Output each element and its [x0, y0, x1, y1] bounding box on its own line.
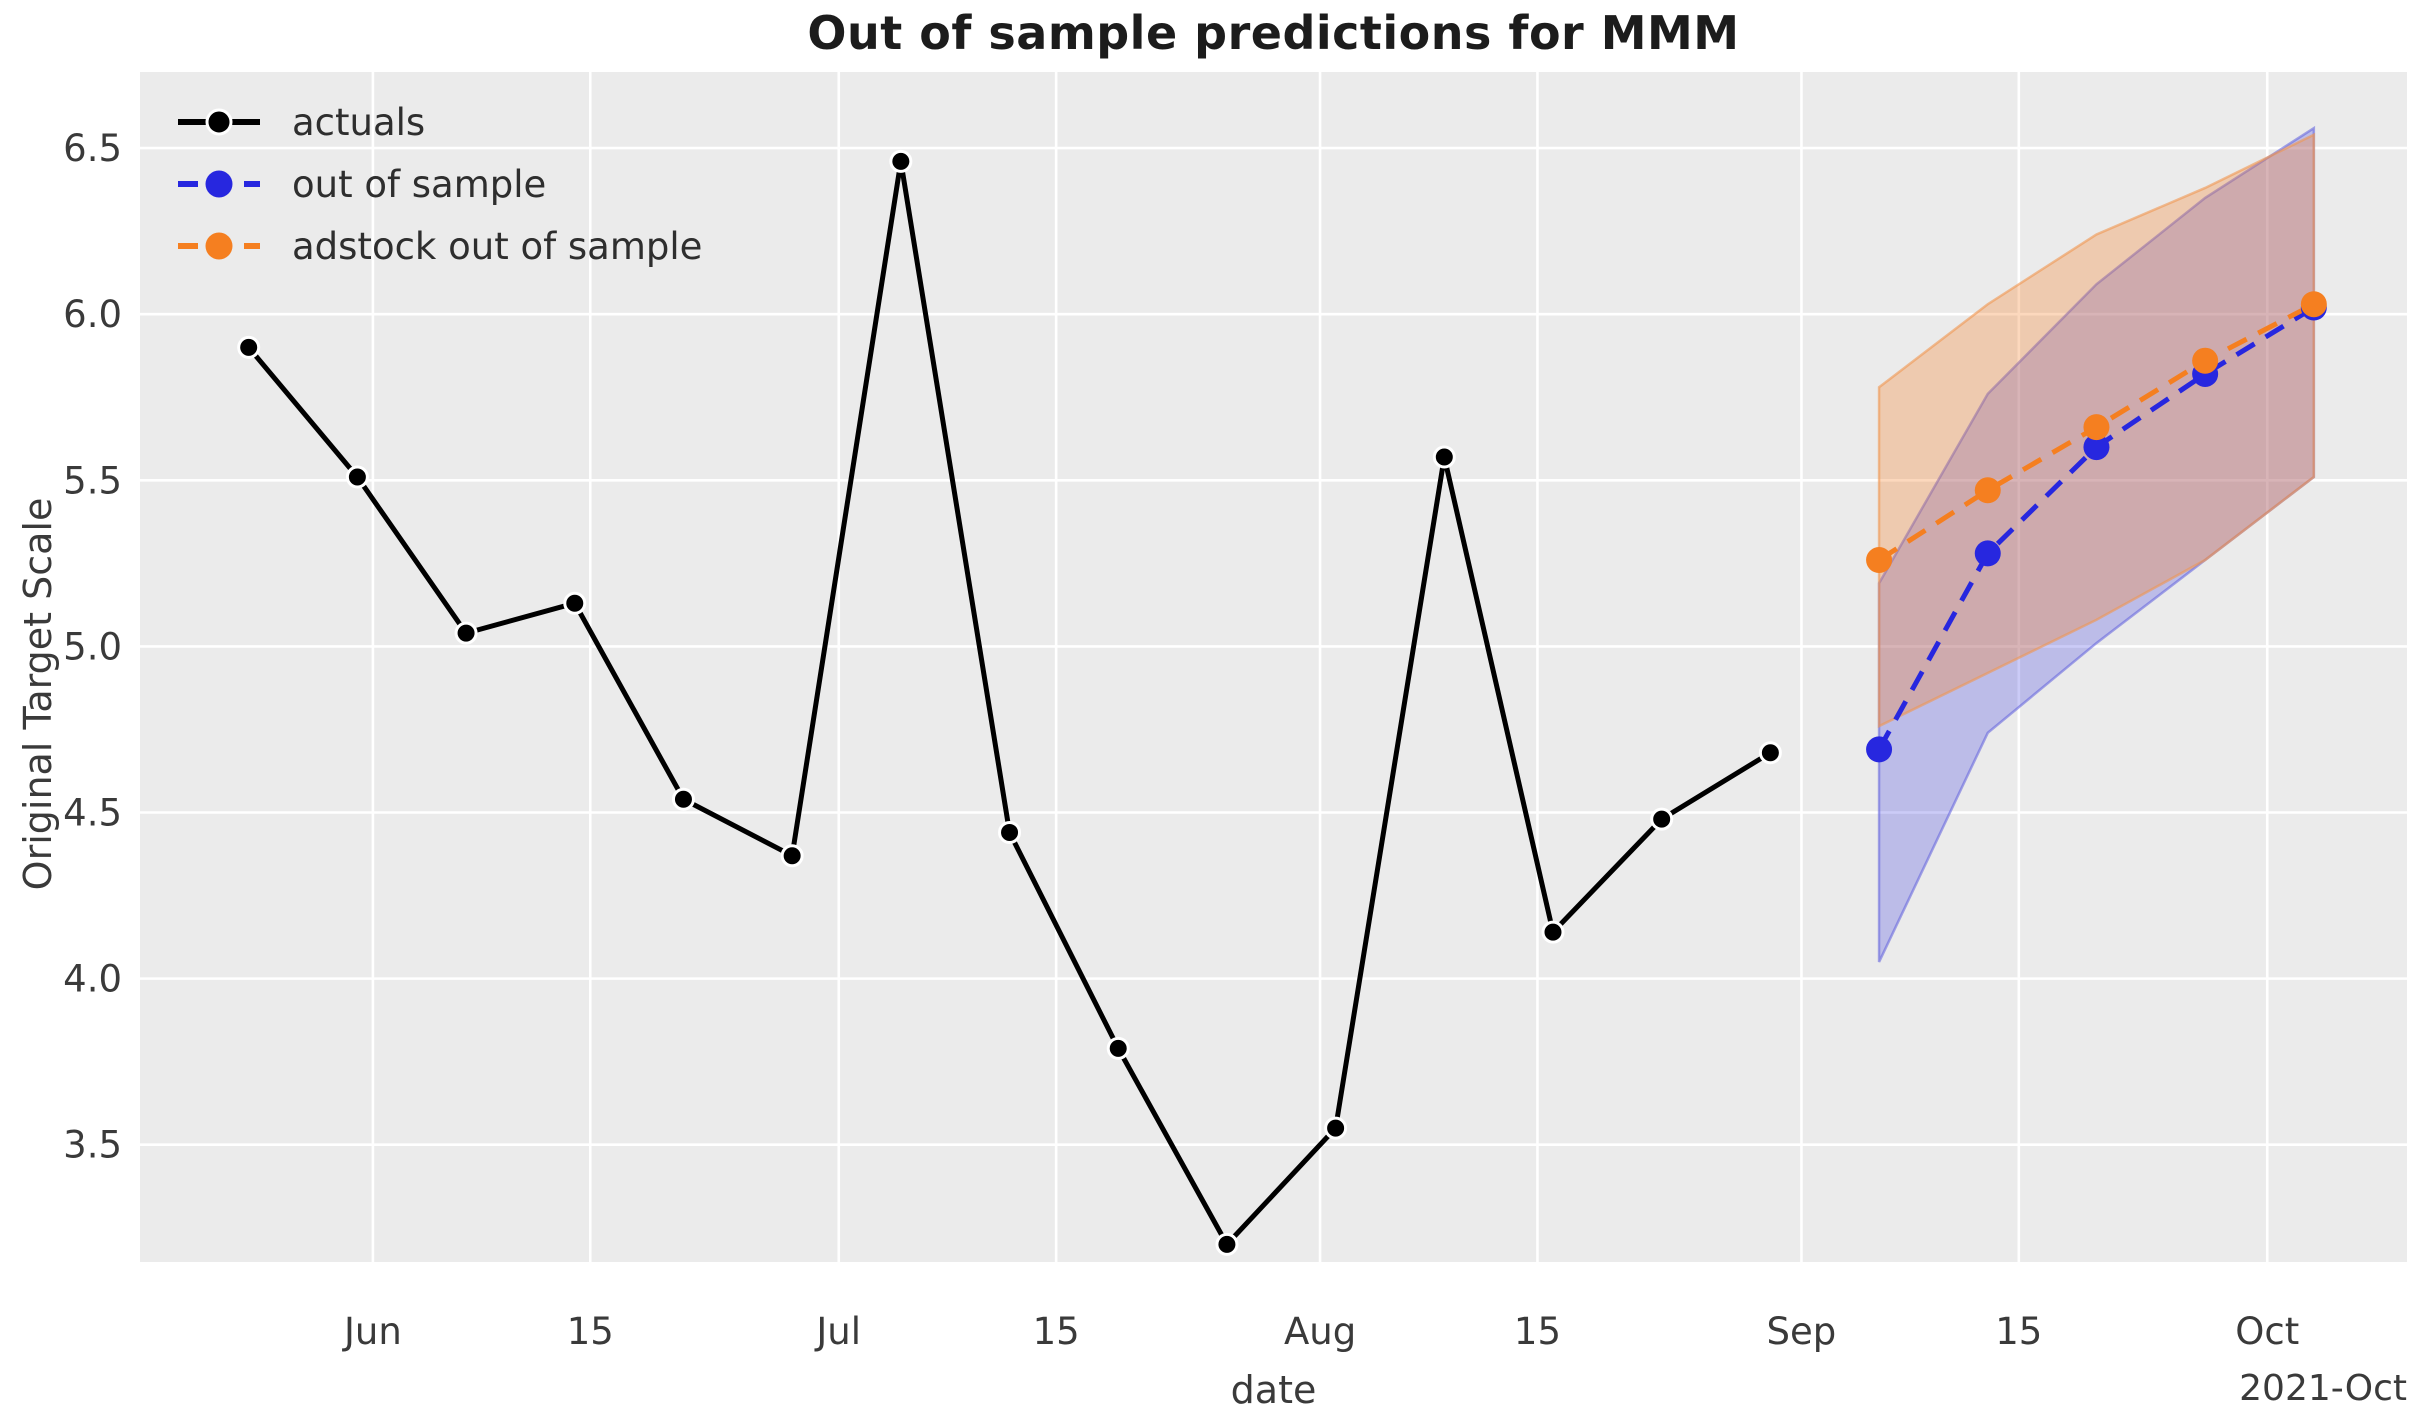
data-point-actuals [563, 591, 587, 615]
legend: actuals out of sample adstock out of sam… [178, 100, 702, 268]
legend-item-actuals: actuals [178, 100, 702, 144]
data-point-actuals [237, 335, 261, 359]
data-point-actuals [1650, 807, 1674, 831]
x-tick-label: 15 [1995, 1310, 2042, 1353]
out-of-sample-line-marker-icon [178, 162, 260, 206]
data-point-out-of-sample [2083, 434, 2110, 461]
x-axis-tick-labels: Jun 15 Jul 15 Aug 15 Sep 15 Oct [342, 1310, 2299, 1353]
data-point-actuals [889, 149, 913, 173]
y-tick-label: 4.5 [63, 792, 122, 835]
legend-label-adstock-out-of-sample: adstock out of sample [292, 224, 703, 268]
data-point-actuals [454, 621, 478, 645]
data-point-actuals [780, 844, 804, 868]
data-point-actuals [1106, 1036, 1130, 1060]
data-point-adstock-out-of-sample [2083, 414, 2110, 441]
y-tick-label: 5.5 [63, 459, 122, 502]
data-point-adstock-out-of-sample [2192, 347, 2219, 374]
data-point-adstock-out-of-sample [1974, 477, 2001, 504]
y-tick-label: 3.5 [63, 1124, 122, 1167]
data-point-adstock-out-of-sample [1866, 547, 1893, 574]
x-tick-label: Jul [814, 1310, 861, 1353]
data-point-out-of-sample [1974, 540, 2001, 567]
adstock-out-of-sample-line-marker-icon [178, 224, 260, 268]
plot-area [140, 72, 2407, 1262]
data-point-actuals [1324, 1116, 1348, 1140]
data-point-actuals [1432, 445, 1456, 469]
x-tick-label: Aug [1284, 1310, 1356, 1353]
gridlines [140, 72, 2407, 1262]
y-axis-tick-labels: 3.5 4.0 4.5 5.0 5.5 6.0 6.5 [63, 127, 122, 1167]
data-point-actuals [671, 787, 695, 811]
y-tick-label: 6.5 [63, 127, 122, 170]
y-tick-label: 6.0 [63, 293, 122, 336]
data-point-actuals [345, 465, 369, 489]
data-point-actuals [1541, 920, 1565, 944]
x-tick-label: Sep [1767, 1310, 1837, 1353]
x-tick-label: Oct [2235, 1310, 2299, 1353]
legend-label-actuals: actuals [292, 100, 426, 144]
date-offset-label: 2021-Oct [2239, 1368, 2407, 1409]
x-tick-label: 15 [1033, 1310, 1080, 1353]
legend-item-adstock-out-of-sample: adstock out of sample [178, 224, 702, 268]
data-point-actuals [998, 820, 1022, 844]
chart-title: Out of sample predictions for MMM [807, 6, 1740, 60]
y-tick-label: 4.0 [63, 958, 122, 1001]
actuals-line-marker-icon [178, 100, 260, 144]
data-point-actuals [1758, 741, 1782, 765]
data-point-actuals [1215, 1232, 1239, 1256]
legend-item-out-of-sample: out of sample [178, 162, 702, 206]
x-tick-label: Jun [342, 1310, 402, 1353]
data-point-out-of-sample [1866, 736, 1893, 763]
series-markers [237, 149, 2327, 1256]
x-tick-label: 15 [567, 1310, 614, 1353]
data-point-adstock-out-of-sample [2300, 291, 2327, 318]
legend-label-out-of-sample: out of sample [292, 162, 547, 206]
y-tick-label: 5.0 [63, 625, 122, 668]
y-axis-label: Original Target Scale [16, 497, 60, 891]
x-tick-label: 15 [1514, 1310, 1561, 1353]
x-axis-label: date [1230, 1368, 1317, 1412]
